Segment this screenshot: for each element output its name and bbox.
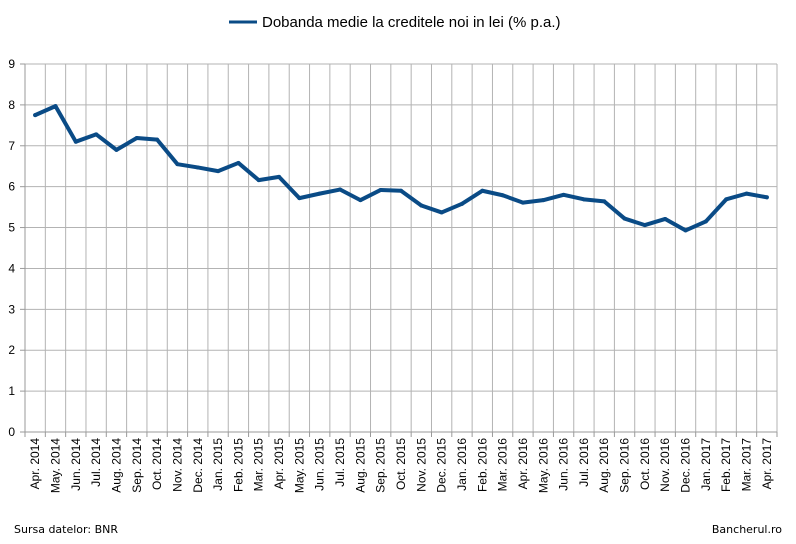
data-point: [317, 191, 322, 196]
y-tick-label: 8: [8, 98, 15, 112]
data-point: [683, 228, 688, 233]
y-tick-label: 9: [8, 57, 15, 71]
y-tick-label: 4: [8, 261, 15, 275]
data-point: [297, 196, 302, 201]
data-point: [358, 198, 363, 203]
x-tick-label: Sep. 2014: [130, 438, 144, 493]
x-tick-label: Sep. 2016: [618, 438, 632, 493]
x-tick-label: Dec. 2015: [435, 438, 449, 493]
data-point: [114, 147, 119, 152]
data-point: [155, 137, 160, 142]
y-tick-label: 2: [8, 343, 15, 357]
gridlines: [24, 63, 778, 432]
data-point: [581, 197, 586, 202]
x-tick-label: Feb. 2016: [475, 438, 489, 492]
y-tick-label: 3: [8, 302, 15, 316]
x-tick-label: Feb. 2015: [231, 438, 245, 492]
data-point: [33, 113, 38, 118]
data-point: [94, 132, 99, 137]
x-tick-label: Jan. 2017: [699, 438, 713, 491]
x-tick-label: Dec. 2016: [679, 438, 693, 493]
x-tick-label: Apr. 2016: [516, 438, 530, 490]
data-point: [338, 187, 343, 192]
x-tick-label: Mar. 2015: [252, 438, 266, 492]
series-layer: [33, 104, 769, 233]
data-point: [744, 191, 749, 196]
x-tick-label: Jul. 2016: [577, 438, 591, 487]
x-tick-label: May. 2016: [536, 438, 550, 493]
data-point: [541, 198, 546, 203]
x-tick-label: Aug. 2016: [597, 438, 611, 493]
x-tick-label: Apr. 2015: [272, 438, 286, 490]
x-tick-label: Nov. 2015: [414, 438, 428, 492]
data-point: [764, 195, 769, 200]
x-tick-label: Jul. 2015: [333, 438, 347, 487]
x-tick-label: Jan. 2015: [211, 438, 225, 491]
x-tick-label: May. 2014: [48, 438, 62, 493]
x-tick-label: Apr. 2014: [28, 438, 42, 490]
series-line-0: [33, 104, 769, 233]
site-credit: Bancherul.ro: [711, 523, 782, 536]
legend-label: Dobanda medie la creditele noi in lei (%…: [262, 14, 561, 31]
legend: Dobanda medie la creditele noi in lei (%…: [229, 14, 561, 31]
axes: [20, 63, 778, 437]
data-point: [216, 169, 221, 174]
x-tick-label: Sep. 2015: [374, 438, 388, 493]
data-point: [602, 199, 607, 204]
x-axis-tick-labels: Apr. 2014 May. 2014 Jun. 2014 Jul. 2014 Aug.…: [28, 438, 774, 493]
x-tick-label: Oct. 2015: [394, 438, 408, 490]
data-point: [277, 174, 282, 179]
data-point: [703, 219, 708, 224]
y-axis-tick-labels: 0 1 2 3 4 5 6 7 8 9: [8, 57, 15, 439]
y-tick-label: 6: [8, 180, 15, 194]
data-point: [724, 197, 729, 202]
y-tick-label: 0: [8, 425, 15, 439]
x-tick-label: Mar. 2016: [496, 438, 510, 492]
x-tick-label: Oct. 2014: [150, 438, 164, 490]
x-tick-label: Dec. 2014: [191, 438, 205, 493]
data-point: [53, 104, 58, 109]
data-point: [236, 160, 241, 165]
data-point: [561, 192, 566, 197]
x-tick-label: Oct. 2016: [638, 438, 652, 490]
y-tick-label: 7: [8, 139, 15, 153]
x-tick-label: Nov. 2014: [170, 438, 184, 492]
data-point: [480, 188, 485, 193]
x-tick-label: Jun. 2016: [557, 438, 571, 491]
data-point: [520, 200, 525, 205]
x-tick-label: Nov. 2016: [658, 438, 672, 492]
data-point: [459, 201, 464, 206]
data-point: [500, 193, 505, 198]
y-tick-label: 5: [8, 221, 15, 235]
x-tick-label: May. 2015: [292, 438, 306, 493]
data-point: [256, 178, 261, 183]
data-point: [663, 216, 668, 221]
x-tick-label: Aug. 2014: [109, 438, 123, 493]
data-point: [399, 188, 403, 193]
data-point: [378, 187, 383, 192]
x-tick-label: Apr. 2017: [760, 438, 774, 490]
y-tick-label: 1: [8, 384, 15, 398]
source-note: Sursa datelor: BNR: [14, 523, 118, 536]
data-point: [622, 216, 627, 221]
x-tick-label: Feb. 2017: [719, 438, 733, 492]
data-point: [419, 203, 424, 208]
x-tick-label: Jan. 2016: [455, 438, 469, 491]
data-point: [195, 165, 200, 170]
x-tick-label: Jun. 2015: [313, 438, 327, 491]
x-tick-label: Jul. 2014: [89, 438, 103, 487]
data-point: [439, 210, 444, 215]
x-tick-label: Jun. 2014: [69, 438, 83, 491]
data-point: [73, 139, 78, 144]
x-tick-label: Mar. 2017: [740, 438, 754, 492]
data-point: [642, 223, 647, 228]
x-tick-label: Aug. 2015: [353, 438, 367, 493]
data-point: [134, 136, 139, 141]
data-point: [175, 162, 180, 167]
